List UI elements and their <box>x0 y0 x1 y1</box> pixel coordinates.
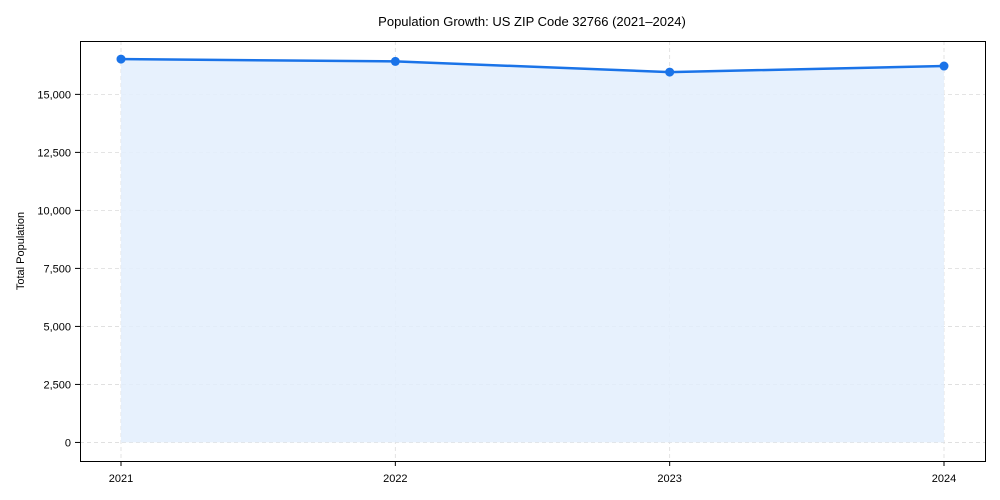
y-tick-label: 5,000 <box>43 321 71 333</box>
plot-area <box>80 41 985 461</box>
x-tick-label: 2023 <box>657 473 681 485</box>
data-point-marker <box>665 67 675 77</box>
y-axis: 0 2,500 5,000 7,500 10,000 12,500 15,000 <box>37 89 80 449</box>
x-tick-label: 2021 <box>109 473 133 485</box>
y-tick-label: 12,500 <box>37 147 71 159</box>
y-tick-label: 2,500 <box>43 379 71 391</box>
y-axis-label: Total Population <box>15 212 27 290</box>
y-tick-label: 10,000 <box>37 205 71 217</box>
y-tick-label: 0 <box>65 437 71 449</box>
area-fill <box>121 59 944 443</box>
chart-title: Population Growth: US ZIP Code 32766 (20… <box>378 14 686 29</box>
y-tick-label: 15,000 <box>37 89 71 101</box>
y-tick-label: 7,500 <box>43 263 71 275</box>
data-point-marker <box>390 56 400 66</box>
x-tick-label: 2022 <box>383 473 407 485</box>
data-point-marker <box>116 54 126 64</box>
population-line <box>120 57 945 74</box>
data-point-marker <box>939 61 949 71</box>
x-axis: 2021 2022 2023 2024 <box>109 461 956 485</box>
x-tick-label: 2024 <box>932 473 956 485</box>
axes-frame <box>80 41 986 462</box>
